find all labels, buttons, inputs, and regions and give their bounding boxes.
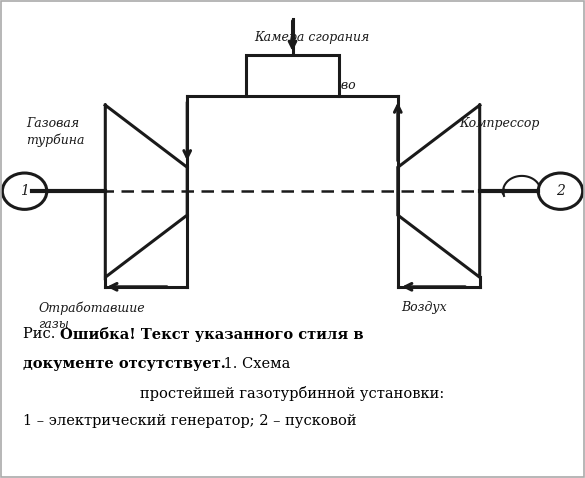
Text: 1: 1 <box>20 184 29 198</box>
Text: Газовая
турбина: Газовая турбина <box>26 117 85 147</box>
Text: документе отсутствует.: документе отсутствует. <box>23 357 226 371</box>
Text: Топливо: Топливо <box>301 79 356 92</box>
Text: 1 – электрический генератор; 2 – пусковой: 1 – электрический генератор; 2 – пусково… <box>23 414 357 428</box>
Text: Компрессор: Компрессор <box>459 117 539 130</box>
Text: 2: 2 <box>556 184 565 198</box>
Text: Воздух: Воздух <box>401 301 446 314</box>
Text: Рис.: Рис. <box>23 327 60 341</box>
Text: 1. Схема: 1. Схема <box>219 357 291 371</box>
Text: Камера сгорания: Камера сгорания <box>254 31 370 44</box>
Text: Отработавшие
газы: Отработавшие газы <box>38 301 144 331</box>
Text: простейшей газотурбинной установки:: простейшей газотурбинной установки: <box>140 386 445 401</box>
Bar <box>246 55 339 96</box>
Text: Ошибка! Текст указанного стиля в: Ошибка! Текст указанного стиля в <box>60 327 363 342</box>
